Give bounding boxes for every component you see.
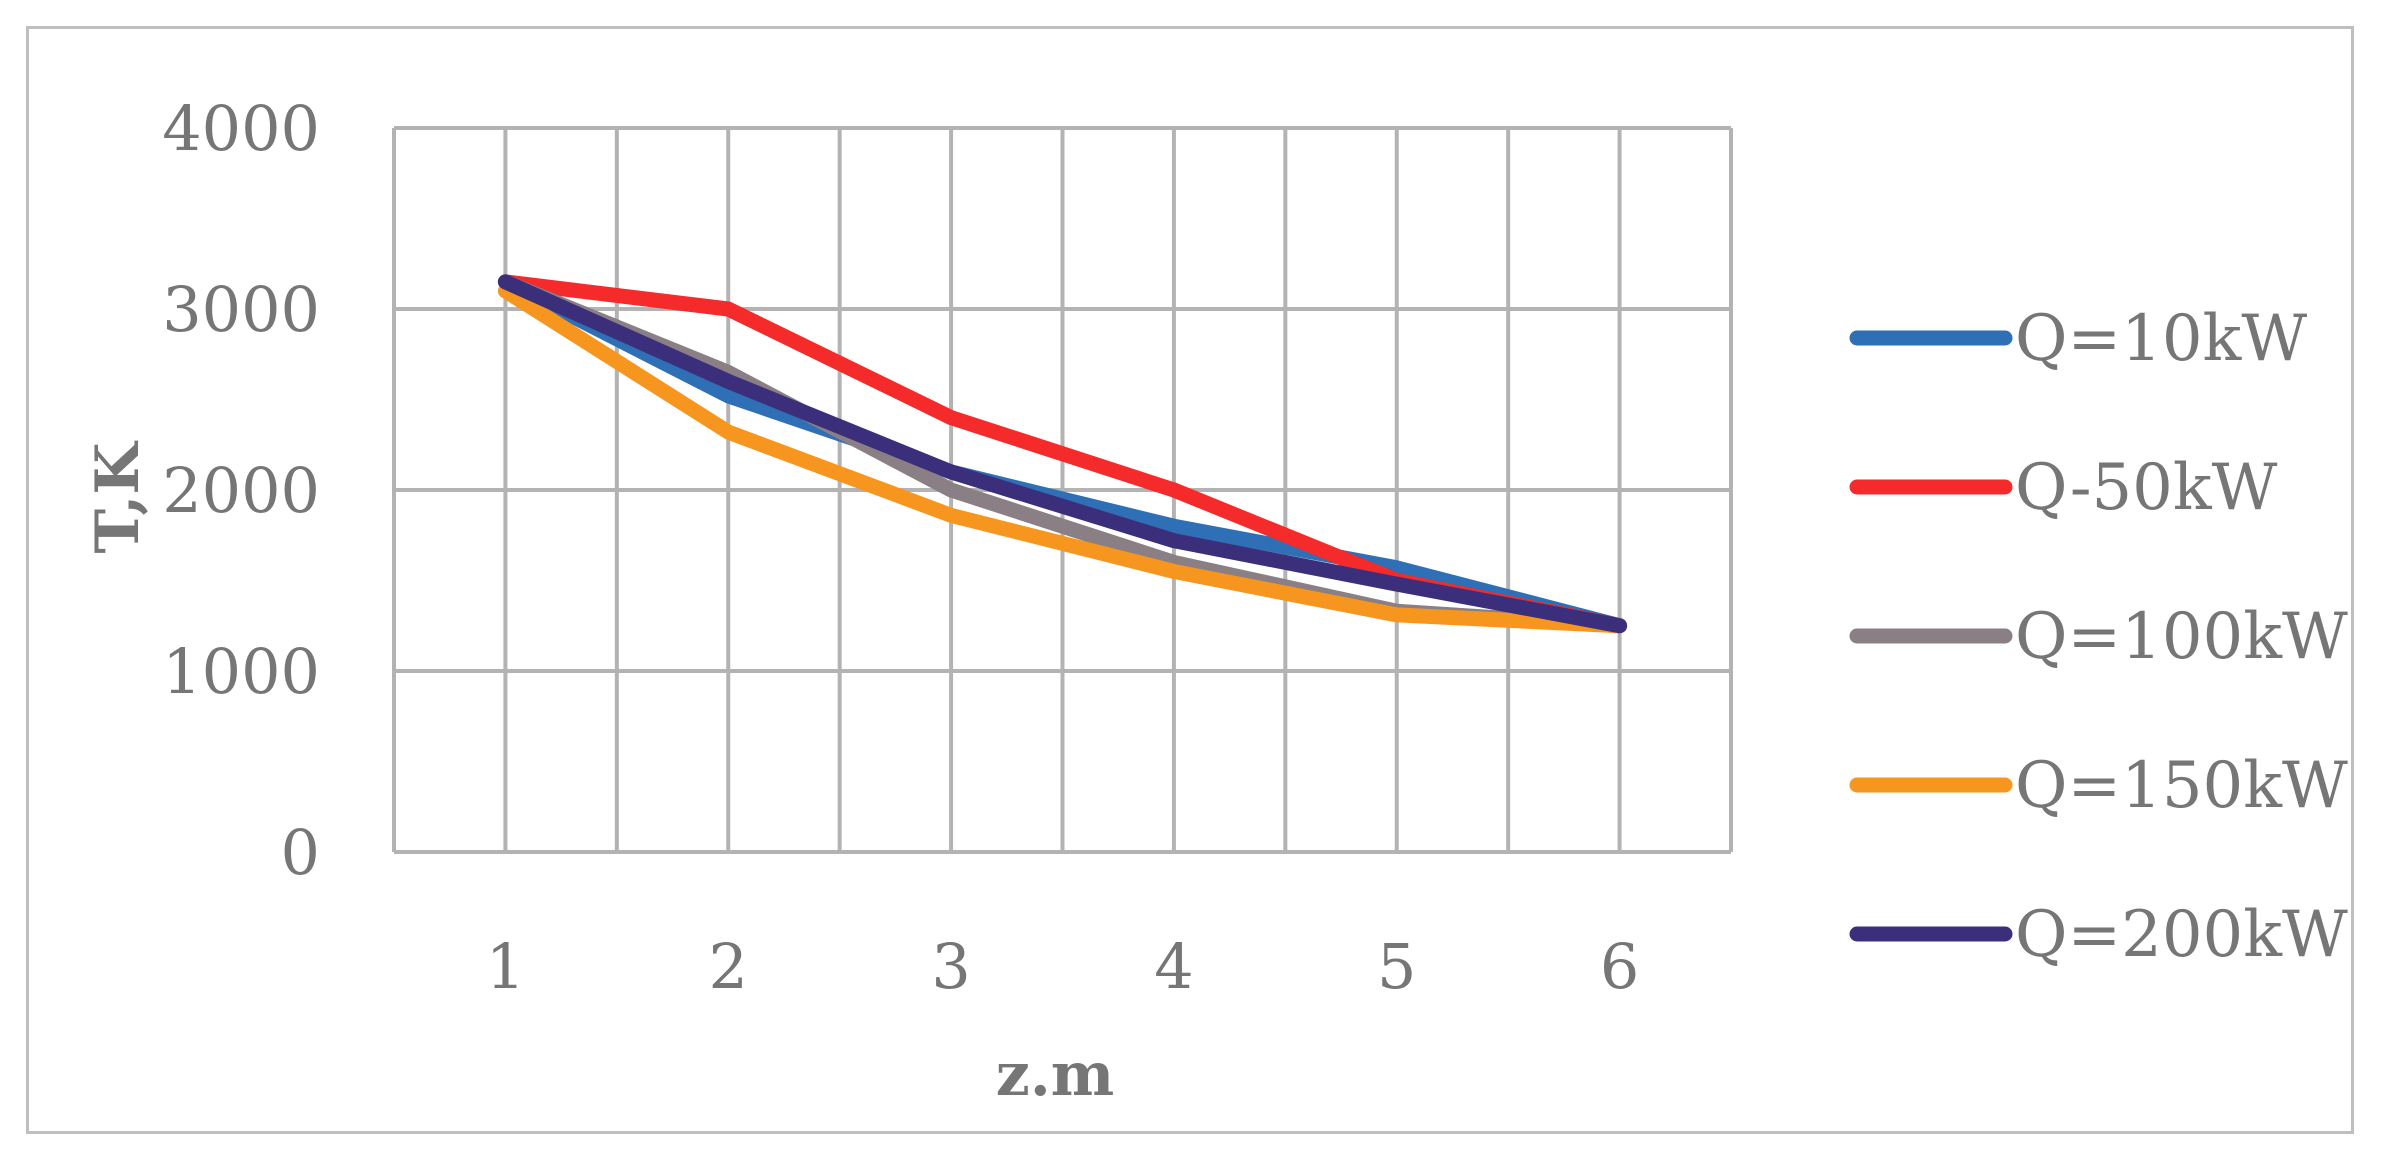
series-line-4	[497, 274, 1628, 634]
legend-label-1: Q-50kW	[2015, 451, 2278, 525]
legend-label-3: Q=150kW	[2015, 749, 2348, 823]
legend-label-2: Q=100kW	[2015, 600, 2348, 674]
y-axis-title: T,K	[83, 441, 153, 554]
x-tick-label: 2	[709, 930, 748, 1003]
x-tick-label: 6	[1600, 930, 1639, 1003]
x-tick-label: 4	[1154, 930, 1193, 1003]
x-tick-labels: 1 2 3 4 5 6	[486, 930, 1640, 1003]
legend: Q=10kW Q-50kW Q=100kW Q=150kW Q=200kW	[1849, 302, 2348, 972]
grid	[392, 126, 1733, 854]
series-lines	[497, 274, 1628, 634]
series-line-3	[497, 283, 1628, 634]
x-tick-label: 1	[486, 930, 525, 1003]
y-tick-labels: 0 1000 2000 3000 4000	[162, 92, 320, 889]
y-tick-label: 3000	[162, 273, 320, 346]
y-tick-label: 1000	[162, 635, 320, 708]
legend-label-4: Q=200kW	[2015, 898, 2348, 972]
y-tick-label: 0	[281, 816, 320, 889]
y-tick-label: 2000	[162, 454, 320, 527]
x-tick-label: 3	[931, 930, 970, 1003]
x-tick-label: 5	[1377, 930, 1416, 1003]
x-axis-title: z.m	[996, 1040, 1114, 1110]
y-tick-label: 4000	[162, 92, 320, 165]
legend-label-0: Q=10kW	[2015, 302, 2307, 376]
